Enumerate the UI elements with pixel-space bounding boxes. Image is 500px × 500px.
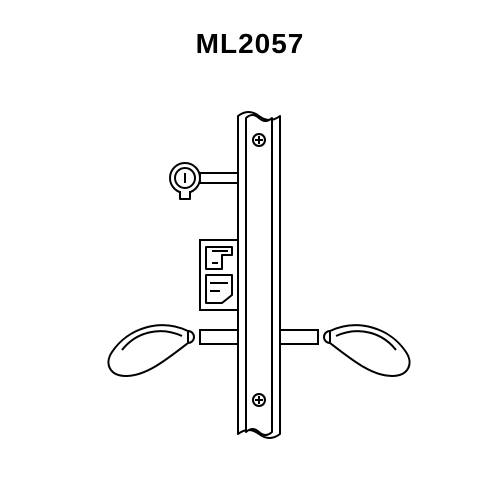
product-diagram-card: ML2057 — [0, 0, 500, 500]
lockset-line-drawing — [50, 80, 450, 480]
product-model-label: ML2057 — [0, 28, 500, 60]
